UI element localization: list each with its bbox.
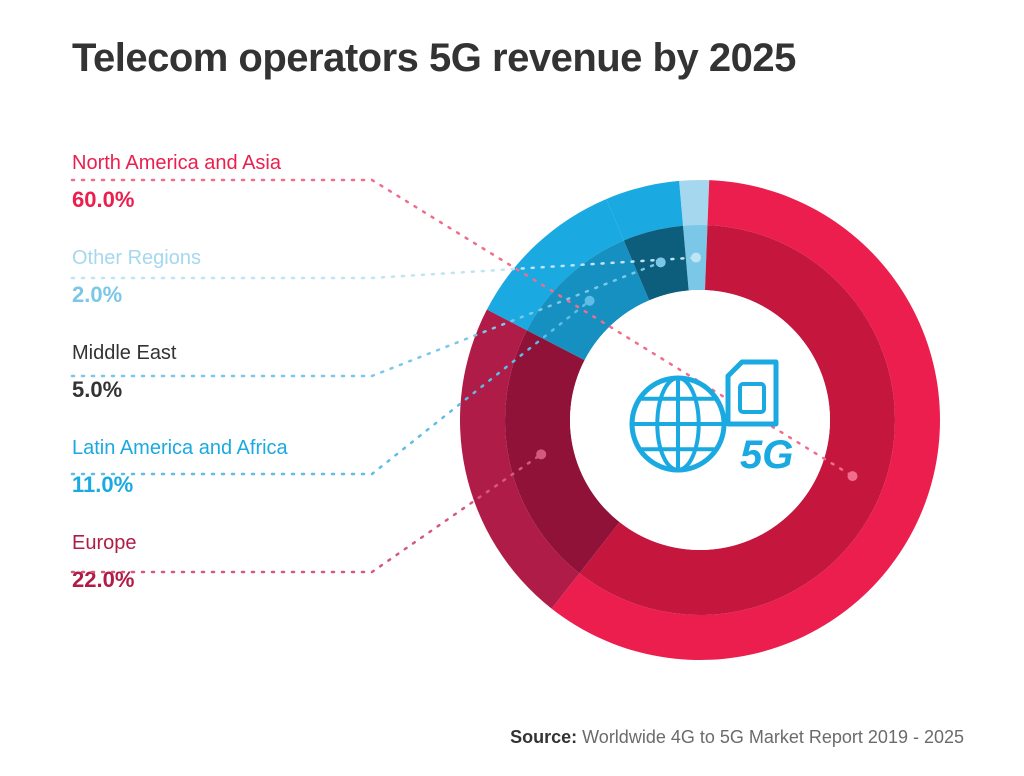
leader-dot-other bbox=[691, 253, 701, 263]
leader-dot-europe bbox=[536, 449, 546, 459]
donut-chart: 5G bbox=[0, 0, 1024, 776]
leader-dot-na_asia bbox=[848, 471, 858, 481]
sim-card-icon bbox=[728, 362, 776, 424]
leader-dot-latam_africa bbox=[585, 296, 595, 306]
source-text: Source: Worldwide 4G to 5G Market Report… bbox=[510, 727, 964, 748]
center-5g-text: 5G bbox=[740, 433, 793, 477]
donut-segment-outer-other bbox=[679, 180, 709, 226]
source-label: Source: bbox=[510, 727, 577, 747]
leader-dot-me bbox=[656, 257, 666, 267]
source-body: Worldwide 4G to 5G Market Report 2019 - … bbox=[582, 727, 964, 747]
